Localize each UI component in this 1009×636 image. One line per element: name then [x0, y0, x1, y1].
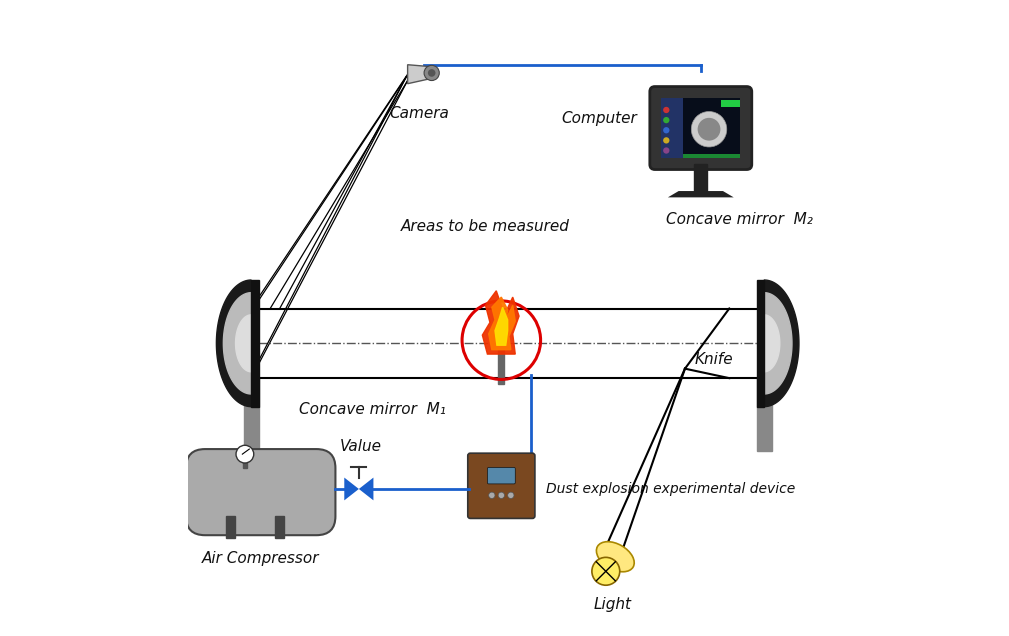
Circle shape [236, 445, 253, 463]
Text: Light: Light [593, 597, 632, 612]
Circle shape [428, 69, 436, 77]
Circle shape [508, 492, 514, 499]
Polygon shape [235, 315, 251, 372]
Polygon shape [251, 280, 259, 406]
Polygon shape [216, 280, 251, 406]
Text: Concave mirror  M₂: Concave mirror M₂ [666, 212, 813, 227]
Circle shape [592, 557, 620, 585]
FancyBboxPatch shape [468, 453, 535, 518]
Bar [694, 165, 707, 191]
FancyBboxPatch shape [186, 449, 335, 536]
Polygon shape [482, 291, 519, 354]
Bar [243, 455, 247, 468]
Circle shape [488, 492, 495, 499]
Text: Camera: Camera [389, 106, 449, 121]
Bar [226, 516, 235, 538]
Text: Value: Value [340, 439, 381, 454]
Text: Air Compressor: Air Compressor [202, 551, 320, 566]
Bar [661, 98, 683, 158]
Polygon shape [764, 315, 780, 372]
Bar [757, 378, 772, 451]
Polygon shape [223, 293, 251, 394]
Circle shape [663, 107, 669, 113]
Circle shape [663, 127, 669, 134]
Circle shape [663, 137, 669, 144]
Text: Dust explosion experimental device: Dust explosion experimental device [546, 482, 795, 496]
Polygon shape [359, 478, 373, 501]
Bar [274, 516, 284, 538]
FancyBboxPatch shape [650, 86, 752, 170]
Circle shape [424, 66, 439, 81]
Circle shape [691, 111, 726, 147]
Bar [720, 100, 741, 107]
Text: Computer: Computer [562, 111, 638, 126]
Polygon shape [344, 478, 359, 501]
Polygon shape [488, 297, 516, 350]
Polygon shape [757, 280, 764, 406]
Bar [243, 378, 259, 451]
Polygon shape [668, 191, 734, 197]
Circle shape [663, 148, 669, 154]
Ellipse shape [596, 542, 635, 572]
Polygon shape [764, 293, 792, 394]
Circle shape [663, 117, 669, 123]
Text: Concave mirror  M₁: Concave mirror M₁ [299, 403, 446, 417]
Circle shape [498, 492, 504, 499]
Bar [498, 350, 504, 385]
Bar [661, 98, 741, 158]
FancyBboxPatch shape [487, 467, 516, 484]
Polygon shape [764, 280, 799, 406]
Polygon shape [408, 65, 431, 84]
Text: Knife: Knife [694, 352, 734, 367]
Text: Areas to be measured: Areas to be measured [401, 219, 570, 233]
Bar [683, 98, 741, 158]
Polygon shape [495, 307, 508, 345]
Circle shape [697, 118, 720, 141]
Bar [683, 154, 741, 158]
